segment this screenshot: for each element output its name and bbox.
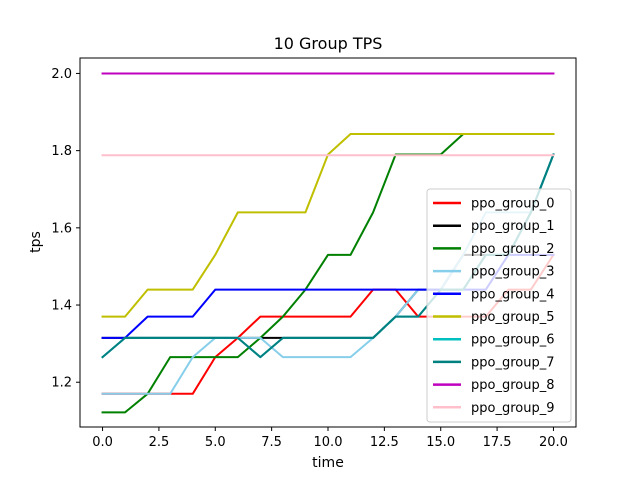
x-tick-label: 15.0 bbox=[426, 435, 455, 450]
legend-label-ppo_group_9: ppo_group_9 bbox=[471, 401, 554, 416]
y-tick-label: 2.0 bbox=[51, 67, 72, 82]
legend-label-ppo_group_1: ppo_group_1 bbox=[471, 219, 554, 234]
x-tick-label: 2.5 bbox=[149, 435, 170, 450]
legend-label-ppo_group_8: ppo_group_8 bbox=[471, 378, 554, 393]
legend-box bbox=[426, 188, 572, 423]
y-tick-label: 1.2 bbox=[51, 376, 72, 391]
legend-label-ppo_group_3: ppo_group_3 bbox=[471, 265, 554, 280]
x-axis: 0.0 2.5 5.0 7.5 10.0 12.5 15.0 17.5 20.0 bbox=[92, 427, 568, 450]
y-tick-label: 1.6 bbox=[51, 221, 72, 236]
legend-label-ppo_group_4: ppo_group_4 bbox=[471, 287, 554, 302]
x-tick-label: 17.5 bbox=[483, 435, 512, 450]
chart-title: 10 Group TPS bbox=[274, 34, 383, 53]
x-axis-label: time bbox=[312, 455, 344, 471]
y-axis: 1.2 1.4 1.6 1.8 2.0 bbox=[51, 67, 80, 391]
x-tick-label: 12.5 bbox=[370, 435, 399, 450]
x-tick-label: 20.0 bbox=[539, 435, 568, 450]
legend-label-ppo_group_6: ppo_group_6 bbox=[471, 333, 554, 348]
x-tick-label: 0.0 bbox=[92, 435, 113, 450]
y-tick-label: 1.4 bbox=[51, 299, 72, 314]
legend-label-ppo_group_0: ppo_group_0 bbox=[471, 197, 554, 212]
x-tick-label: 5.0 bbox=[205, 435, 226, 450]
legend-label-ppo_group_5: ppo_group_5 bbox=[471, 310, 554, 325]
legend-label-ppo_group_2: ppo_group_2 bbox=[471, 242, 554, 257]
legend-label-ppo_group_7: ppo_group_7 bbox=[471, 355, 554, 370]
legend: ppo_group_0 ppo_group_1 ppo_group_2 ppo_gro… bbox=[426, 188, 572, 423]
x-tick-label: 7.5 bbox=[261, 435, 282, 450]
x-tick-label: 10.0 bbox=[314, 435, 343, 450]
y-tick-label: 1.8 bbox=[51, 144, 72, 159]
y-axis-label: tps bbox=[28, 231, 44, 253]
